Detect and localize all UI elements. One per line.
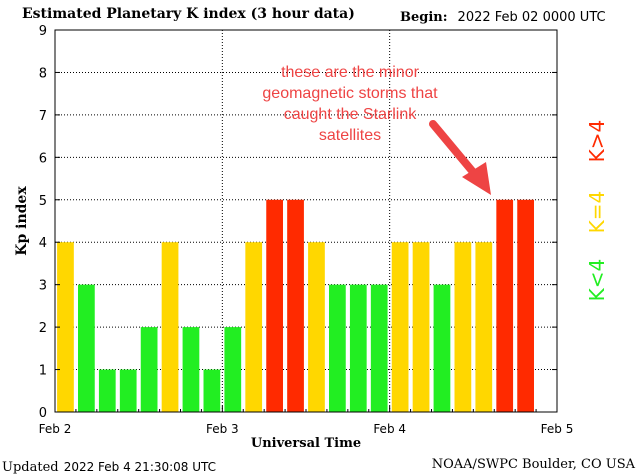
kp-bar (182, 327, 200, 412)
x-axis-label: Universal Time (251, 436, 361, 451)
x-tick-label: Feb 4 (373, 422, 406, 436)
kp-bar (454, 242, 472, 412)
x-tick-label: Feb 5 (541, 422, 574, 436)
x-tick-label: Feb 2 (39, 422, 72, 436)
legend-entry: K=4 (585, 191, 609, 234)
legend-entry: K<4 (585, 259, 609, 302)
updated-info: Updated 2022 Feb 4 21:30:08 UTC (2, 456, 216, 475)
annotation-text: these are the minor (281, 64, 420, 81)
begin-label: Begin: (400, 10, 448, 25)
kp-bar (140, 327, 158, 412)
annotation-text: geomagnetic storms that (262, 85, 438, 102)
kp-bar (308, 242, 325, 412)
chart-title: Estimated Planetary K index (3 hour data… (22, 6, 355, 22)
kp-bar (287, 199, 304, 412)
legend-entry: K>4 (585, 120, 609, 163)
y-tick-label: 2 (39, 321, 47, 336)
y-tick-label: 3 (39, 279, 47, 294)
annotation-text: caught the Starlink (284, 106, 418, 123)
y-tick-label: 6 (39, 151, 47, 166)
kp-bar (57, 242, 74, 412)
y-tick-label: 5 (39, 194, 47, 209)
kp-bar (98, 369, 116, 412)
kp-bar (329, 284, 346, 412)
y-tick-label: 8 (39, 66, 47, 81)
updated-label: Updated (2, 460, 59, 475)
kp-bar (266, 199, 283, 412)
begin-value: 2022 Feb 02 0000 UTC (457, 10, 606, 25)
begin-info: Begin: 2022 Feb 02 0000 UTC (400, 10, 606, 25)
kp-bar (119, 369, 137, 412)
annotation-arrow-shaft (429, 120, 482, 182)
y-tick-label: 9 (39, 24, 47, 39)
kp-bar (78, 284, 95, 412)
updated-value: 2022 Feb 4 21:30:08 UTC (63, 460, 217, 474)
plot-area (55, 30, 557, 412)
kp-bar (203, 369, 221, 412)
kp-bar (475, 242, 493, 412)
kp-bar (161, 242, 179, 412)
kp-bar (224, 327, 242, 412)
y-axis-label: Kp index (14, 186, 30, 256)
y-tick-label: 1 (39, 364, 47, 379)
kp-bar (517, 199, 534, 412)
kp-bar (496, 199, 514, 412)
annotation-text: satellites (319, 127, 381, 144)
kp-bar (370, 284, 388, 412)
y-tick-label: 4 (39, 236, 47, 251)
kp-bar (349, 284, 367, 412)
kp-bar (245, 242, 263, 412)
x-tick-label: Feb 3 (206, 422, 239, 436)
kp-bar (412, 242, 430, 412)
kp-bar (391, 242, 409, 412)
y-tick-label: 7 (39, 109, 47, 124)
y-tick-label: 0 (39, 406, 47, 421)
kp-bar (433, 284, 451, 412)
source-credit: NOAA/SWPC Boulder, CO USA (431, 457, 635, 472)
annotation-arrow-head (462, 162, 491, 195)
